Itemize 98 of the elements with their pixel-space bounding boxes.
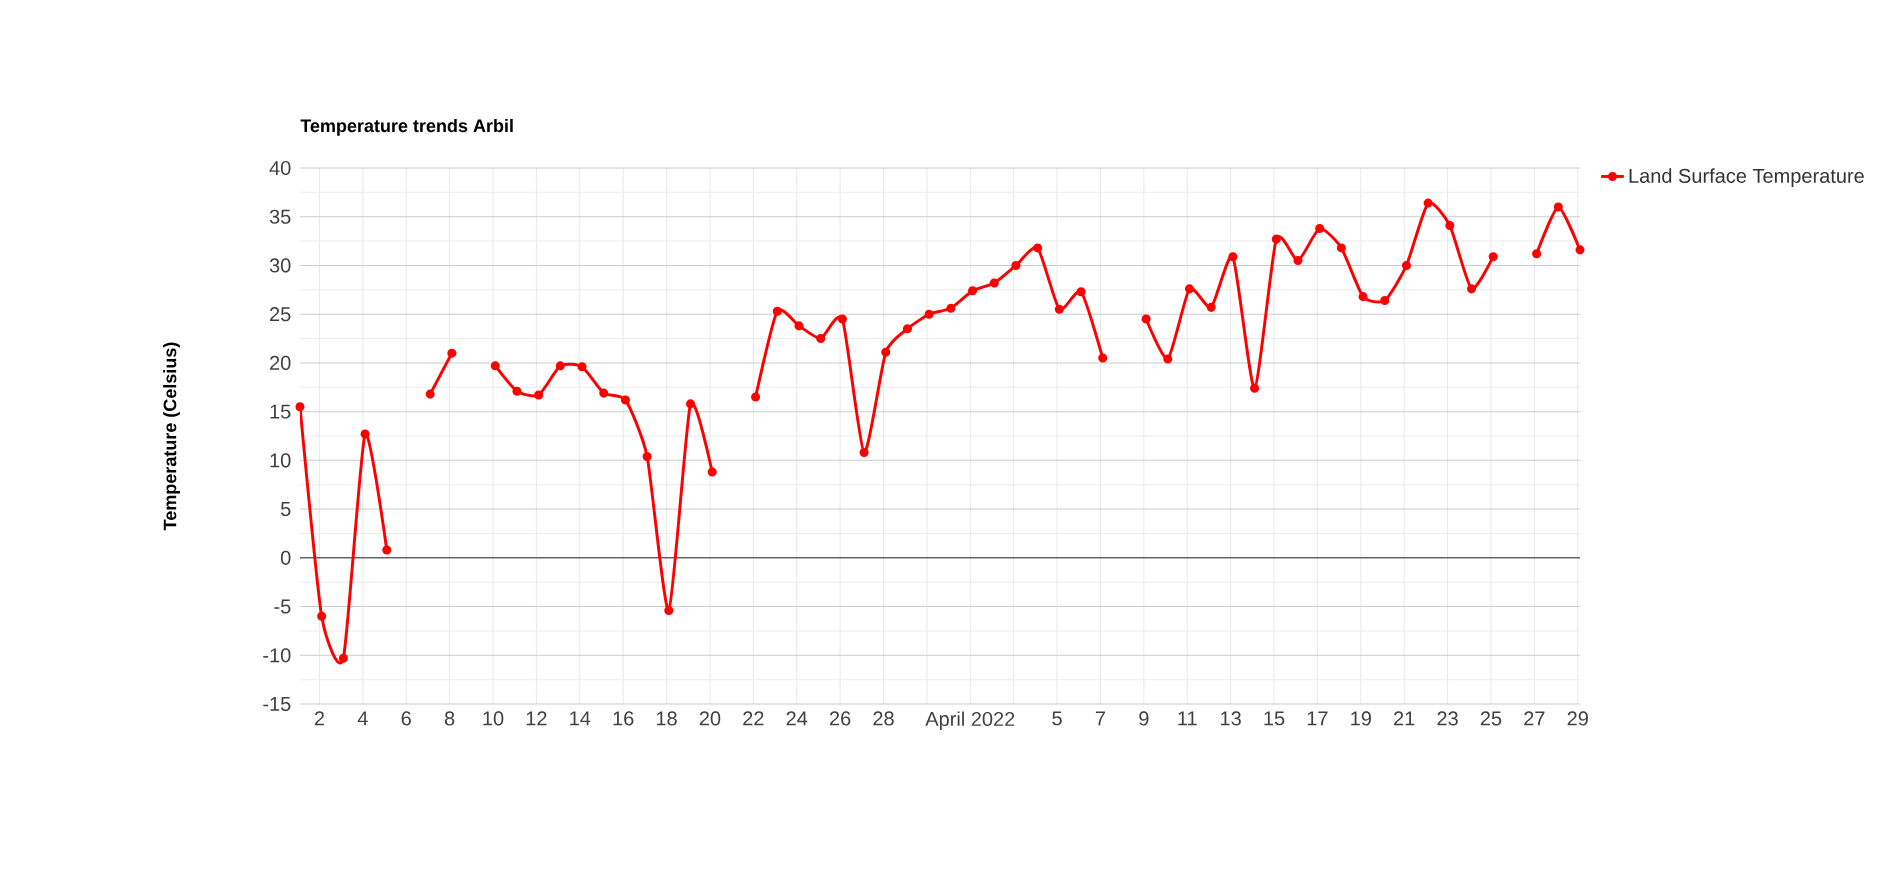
point — [1380, 296, 1390, 306]
point — [599, 388, 609, 398]
point — [1336, 243, 1346, 253]
x-tick-label: 13 — [1221, 711, 1241, 726]
point — [1206, 302, 1216, 312]
point — [664, 605, 674, 615]
point — [881, 347, 891, 357]
point — [1098, 353, 1108, 363]
point — [902, 324, 912, 334]
x-tick-label: 21 — [1394, 711, 1415, 726]
x-tick-label: 17 — [1307, 711, 1328, 726]
y-tick-label: 25 — [270, 307, 291, 322]
point — [859, 448, 869, 458]
point — [338, 653, 348, 663]
point — [1184, 284, 1195, 294]
legend-label: Land Surface Temperature — [1629, 168, 1864, 187]
y-tick-label: -10 — [263, 648, 291, 663]
x-tick-label: 6 — [401, 711, 411, 726]
point — [989, 278, 999, 288]
point — [1228, 252, 1238, 262]
x-tick-label: 14 — [570, 711, 591, 726]
y-tick-label: 15 — [270, 404, 291, 419]
x-tick-label: 26 — [830, 711, 851, 726]
point — [1054, 304, 1064, 314]
x-tick-label: 12 — [526, 711, 547, 726]
y-tick-label: 30 — [269, 258, 291, 273]
point — [490, 361, 500, 371]
y-axis-title: Temperature (Celsius) — [163, 342, 180, 531]
y-tick-label: 10 — [270, 453, 291, 468]
x-tick-label: 27 — [1524, 711, 1545, 726]
x-tick-label: 25 — [1480, 711, 1502, 726]
point — [1271, 234, 1281, 244]
point — [620, 395, 630, 405]
x-tick-label: 10 — [483, 711, 504, 726]
point — [1575, 245, 1585, 255]
chart-title: Temperature trends Arbil — [300, 118, 513, 136]
point — [577, 362, 587, 372]
x-tick-label: 15 — [1264, 711, 1285, 726]
point — [1423, 198, 1433, 208]
y-tick-label: 40 — [269, 160, 291, 176]
point — [1076, 287, 1086, 297]
x-tick-label: 24 — [786, 711, 808, 726]
point — [816, 334, 826, 344]
point — [707, 467, 717, 477]
x-tick-label: 20 — [699, 711, 721, 726]
x-tick-label: 9 — [1139, 711, 1149, 726]
y-tick-label: 5 — [280, 502, 291, 517]
point — [794, 321, 804, 331]
x-tick-label: 7 — [1095, 711, 1106, 726]
point — [425, 389, 435, 399]
x-tick-label: 8 — [444, 711, 455, 726]
point — [317, 611, 327, 621]
point — [555, 361, 565, 371]
point — [1011, 260, 1021, 270]
x-tick-label: 16 — [613, 711, 634, 726]
point — [1141, 314, 1151, 324]
x-tick-label: 22 — [743, 711, 764, 726]
x-tick-label: 5 — [1052, 711, 1062, 726]
x-tick-label: 29 — [1567, 711, 1588, 726]
y-tick-label: -5 — [274, 599, 291, 614]
point — [382, 545, 392, 555]
point — [447, 348, 457, 358]
point — [642, 451, 652, 461]
point — [1445, 220, 1455, 231]
x-tick-label: 28 — [873, 711, 894, 726]
x-tick-label: 19 — [1351, 711, 1371, 726]
point — [295, 402, 305, 412]
x-tick-label: 11 — [1178, 711, 1197, 726]
point — [1163, 354, 1173, 364]
x-tick-label: 23 — [1437, 711, 1458, 726]
point — [1401, 260, 1411, 270]
point — [1358, 292, 1368, 302]
point — [512, 386, 522, 396]
point — [1553, 202, 1563, 212]
y-tick-label: 20 — [270, 355, 291, 370]
point — [924, 309, 934, 319]
x-tick-label: April 2022 — [925, 711, 1015, 731]
point — [968, 286, 978, 296]
y-tick-label: 0 — [280, 550, 291, 565]
point — [360, 429, 370, 439]
point — [1293, 256, 1303, 266]
x-tick-label: 2 — [314, 711, 324, 726]
point — [772, 306, 782, 316]
point — [1488, 252, 1498, 262]
point — [1467, 284, 1477, 294]
x-tick-label: 18 — [656, 711, 677, 726]
x-tick-label: 4 — [357, 711, 368, 726]
point — [751, 392, 761, 402]
point — [1033, 243, 1043, 253]
point — [946, 303, 956, 313]
point — [1250, 383, 1260, 393]
point — [837, 314, 847, 324]
point — [534, 390, 544, 400]
point — [1315, 223, 1325, 233]
y-tick-label: 35 — [269, 209, 291, 224]
y-tick-label: -15 — [263, 697, 291, 711]
point — [685, 399, 696, 409]
point — [1532, 249, 1542, 259]
